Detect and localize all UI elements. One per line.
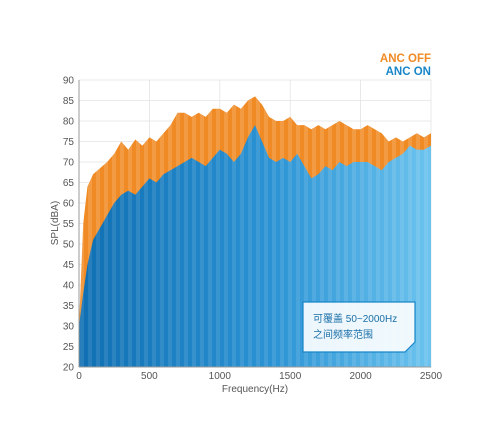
y-tick-label: 45 [63, 260, 75, 271]
y-tick-label: 50 [63, 240, 75, 251]
annotation-box-border [302, 301, 416, 353]
x-axis-label: Frequency(Hz) [222, 384, 288, 395]
y-tick-label: 40 [63, 281, 75, 292]
y-tick-label: 85 [63, 96, 75, 107]
legend-anc-on: ANC ON [386, 66, 431, 78]
y-tick-label: 70 [63, 158, 75, 169]
annotation-line-2: 之间频率范围 [313, 328, 373, 341]
x-tick-label: 1000 [209, 371, 232, 382]
y-tick-label: 20 [63, 363, 75, 374]
x-tick-label: 500 [141, 371, 158, 382]
y-tick-label: 55 [63, 219, 75, 230]
y-tick-label: 35 [63, 301, 75, 312]
y-tick-label: 25 [63, 342, 75, 353]
y-tick-label: 65 [63, 178, 75, 189]
legend: ANC OFF ANC ON [380, 53, 431, 78]
axes: 20 25 30 35 40 45 50 55 60 65 70 75 80 85 90 0 500 1000 15… [63, 76, 443, 383]
y-tick-label: 80 [63, 117, 75, 128]
x-tick-label: 2500 [420, 371, 443, 382]
y-tick-label: 90 [63, 76, 75, 87]
legend-anc-off: ANC OFF [380, 53, 431, 65]
y-tick-label: 60 [63, 199, 75, 210]
y-tick-label: 30 [63, 322, 75, 333]
y-axis-label: SPL(dBA) [50, 201, 61, 245]
annotation-line-1: 可覆盖 50~2000Hz [313, 312, 397, 325]
x-tick-label: 1500 [279, 371, 302, 382]
annotation-box: 可覆盖 50~2000Hz 之间频率范围 [302, 301, 416, 353]
x-tick-label: 0 [76, 371, 82, 382]
y-tick-label: 75 [63, 137, 75, 148]
x-tick-label: 2000 [349, 371, 372, 382]
